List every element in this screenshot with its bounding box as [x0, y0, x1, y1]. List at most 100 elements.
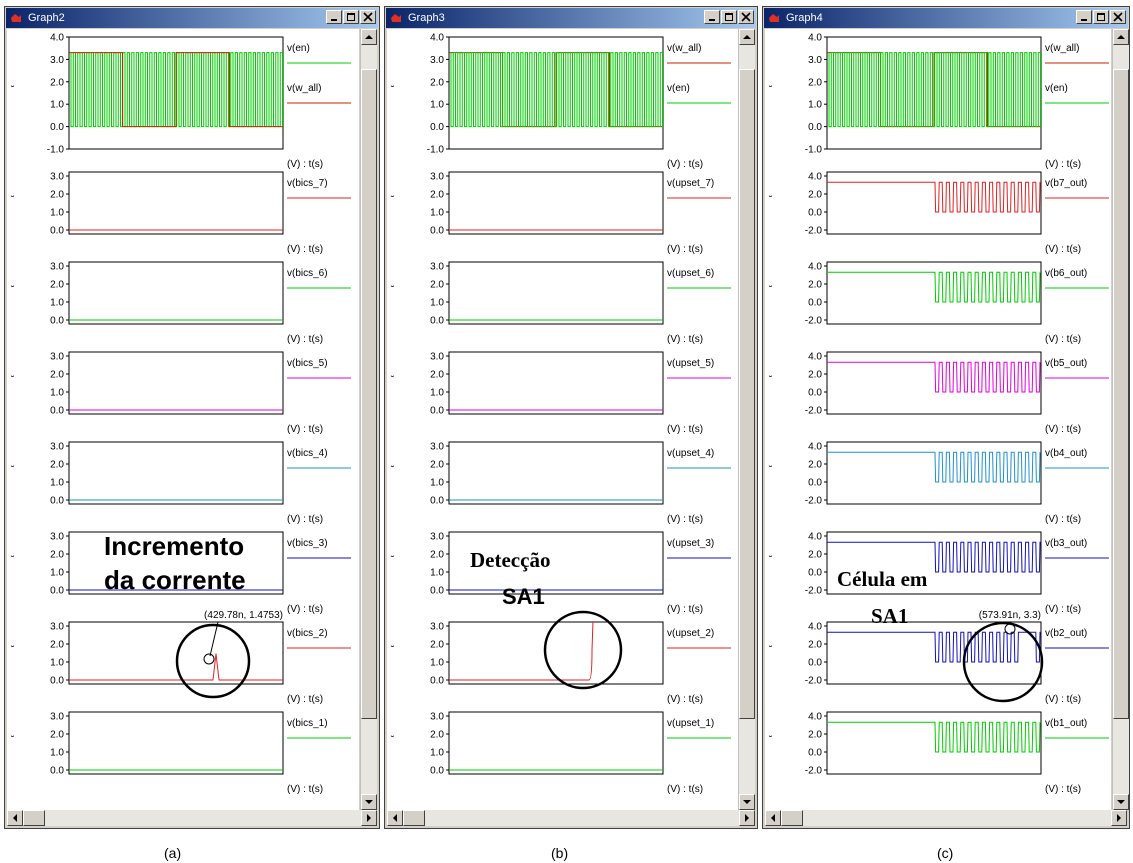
signal-label: v(b3_out)	[1045, 538, 1087, 549]
scroll-right-button[interactable]	[1111, 810, 1127, 826]
plot-panel-4: 4.0 2.0 0.0 -2.0 ˘ v(b5_out) (V) : t(s)	[768, 351, 1109, 435]
title-bar[interactable]: Graph3	[386, 8, 756, 28]
y-tick-label: 4.0	[808, 172, 822, 183]
scroll-right-button[interactable]	[361, 810, 377, 826]
waveforms	[827, 271, 1041, 303]
vertical-scrollbar[interactable]	[360, 29, 377, 810]
plot-frame	[68, 351, 284, 415]
y-tick-label: 3.0	[50, 172, 64, 183]
y-tick-label: 1.0	[430, 478, 444, 489]
y-tick-label: 0.0	[50, 316, 64, 327]
vertical-scrollbar[interactable]	[738, 29, 755, 810]
scroll-up-button[interactable]	[739, 29, 755, 45]
scroll-right-button[interactable]	[739, 810, 755, 826]
plot-frame	[68, 441, 284, 505]
scroll-left-button[interactable]	[387, 810, 403, 826]
arrow-right-icon	[367, 814, 371, 822]
y-tick-label: 0.0	[430, 496, 444, 507]
y-tick-label: 2.0	[808, 460, 822, 471]
scroll-down-button[interactable]	[1113, 794, 1129, 810]
y-tick-label: 0.0	[808, 568, 822, 579]
y-tick-label: 1.0	[50, 478, 64, 489]
annotation-b-line2: SA1	[502, 584, 545, 609]
horizontal-scrollbar[interactable]	[7, 810, 377, 826]
y-tick-label: 1.0	[430, 100, 444, 111]
plot-frame	[448, 531, 664, 595]
axis-unit-label: (V) : t(s)	[287, 244, 323, 255]
minimize-button[interactable]	[326, 10, 342, 24]
horizontal-scrollbar[interactable]	[387, 810, 755, 826]
scroll-thumb[interactable]	[1113, 69, 1129, 719]
plot-panel-1: 4.0 3.0 2.0 1.0 0.0 -1.0 ˘ v(w_all) v(en) (V) : t…	[768, 33, 1109, 170]
scroll-thumb[interactable]	[361, 69, 377, 719]
plot-panel-3: 3.0 2.0 1.0 0.0 ˘ v(upset_6) (V) : t(s)	[390, 261, 731, 345]
maximize-button[interactable]	[721, 10, 737, 24]
y-tick-label: 1.0	[50, 208, 64, 219]
arrow-left-icon	[13, 814, 17, 822]
scroll-left-button[interactable]	[7, 810, 23, 826]
y-tick-label: 1.0	[50, 100, 64, 111]
y-tick-label: -2.0	[805, 406, 823, 417]
waveform-vb1out	[827, 721, 1041, 753]
horizontal-scrollbar[interactable]	[765, 810, 1127, 826]
waveform-vb6out	[827, 271, 1041, 303]
axis-unit-label: (V) : t(s)	[287, 694, 323, 705]
axis-glyph: ˘	[10, 555, 15, 566]
y-tick-label: 3.0	[430, 262, 444, 273]
app-icon	[769, 14, 779, 22]
plot-frame	[826, 261, 1042, 325]
plot-frame	[826, 351, 1042, 415]
cursor-readout: (429.78n, 1.4753)	[204, 610, 283, 621]
vertical-scrollbar[interactable]	[1112, 29, 1129, 810]
scroll-left-button[interactable]	[765, 810, 781, 826]
y-tick-label: 1.0	[430, 388, 444, 399]
axis-unit-label: (V) : t(s)	[667, 694, 703, 705]
hscroll-thumb[interactable]	[403, 810, 425, 826]
axis-glyph: ˘	[390, 735, 395, 746]
y-tick-label: 2.0	[50, 730, 64, 741]
y-tick-label: 0.0	[808, 122, 822, 133]
arrow-up-icon	[1117, 35, 1125, 39]
arrow-down-icon	[365, 800, 373, 804]
window-title: Graph4	[786, 12, 823, 24]
y-tick-label: 2.0	[50, 77, 64, 88]
axis-unit-label: (V) : t(s)	[287, 784, 323, 795]
window-title: Graph2	[28, 12, 65, 24]
scroll-up-button[interactable]	[361, 29, 377, 45]
signal-label: v(upset_2)	[667, 628, 714, 639]
scroll-thumb[interactable]	[739, 69, 755, 719]
y-tick-label: 0.0	[50, 496, 64, 507]
plot-frame	[68, 711, 284, 775]
scroll-down-button[interactable]	[361, 794, 377, 810]
close-button[interactable]	[360, 10, 376, 24]
y-tick-label: 4.0	[430, 33, 444, 44]
y-tick-label: 0.0	[50, 676, 64, 687]
scroll-down-button[interactable]	[739, 794, 755, 810]
plot-panel-2: 3.0 2.0 1.0 0.0 ˘ v(bics_7) (V) : t(s)	[10, 171, 351, 255]
close-icon	[741, 12, 751, 22]
graph2-window[interactable]: Graph2 4.0 3.0 2.0 1.0 0.0 -1.0 ˘ v(en) v(w_all)…	[4, 6, 380, 829]
hscroll-thumb[interactable]	[781, 810, 803, 826]
close-button[interactable]	[738, 10, 754, 24]
plot-panel-6: 3.0 2.0 1.0 0.0 ˘ v(bics_3) (V) : t(s)	[10, 531, 351, 615]
y-tick-label: 0.0	[430, 406, 444, 417]
app-icon	[391, 14, 401, 22]
minimize-button[interactable]	[704, 10, 720, 24]
y-tick-label: 4.0	[50, 33, 64, 44]
minimize-button[interactable]	[1076, 10, 1092, 24]
graph4-window[interactable]: Graph4 4.0 3.0 2.0 1.0 0.0 -1.0 ˘ v(w_all) v(en)…	[762, 6, 1130, 829]
signal-label: v(en)	[1045, 83, 1068, 94]
maximize-button[interactable]	[343, 10, 359, 24]
y-tick-label: 1.0	[430, 568, 444, 579]
y-tick-label: 4.0	[808, 262, 822, 273]
title-bar[interactable]: Graph4	[764, 8, 1128, 28]
hscroll-thumb[interactable]	[23, 810, 45, 826]
close-button[interactable]	[1110, 10, 1126, 24]
y-tick-label: 0.0	[430, 676, 444, 687]
title-bar[interactable]: Graph2	[6, 8, 378, 28]
scroll-up-button[interactable]	[1113, 29, 1129, 45]
signal-label: v(b4_out)	[1045, 448, 1087, 459]
maximize-button[interactable]	[1093, 10, 1109, 24]
graph3-window[interactable]: Graph3 4.0 3.0 2.0 1.0 0.0 -1.0 ˘ v(w_all) v(en)…	[384, 6, 758, 829]
caption-c: (c)	[937, 845, 954, 861]
